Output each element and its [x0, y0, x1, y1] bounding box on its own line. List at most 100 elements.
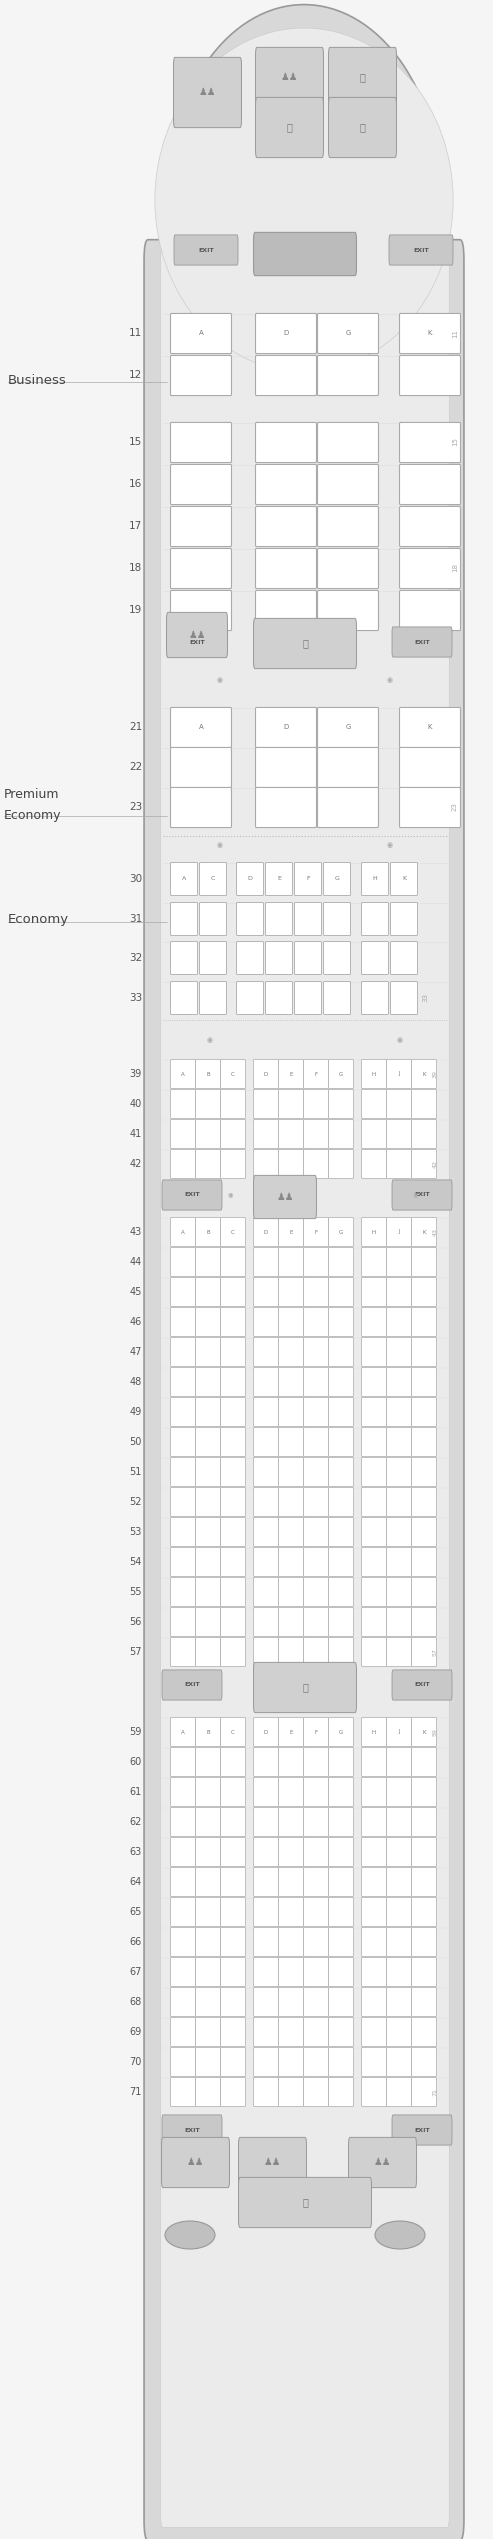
Text: F: F [315, 1229, 317, 1234]
Text: EXIT: EXIT [184, 1193, 200, 1198]
FancyBboxPatch shape [171, 1577, 196, 1607]
Text: ◉: ◉ [217, 678, 223, 683]
FancyBboxPatch shape [412, 1927, 436, 1958]
FancyBboxPatch shape [279, 1546, 304, 1577]
FancyBboxPatch shape [412, 1457, 436, 1485]
FancyBboxPatch shape [328, 1089, 353, 1120]
FancyBboxPatch shape [361, 1150, 387, 1178]
FancyBboxPatch shape [253, 1808, 279, 1836]
FancyBboxPatch shape [361, 983, 388, 1016]
Text: 21: 21 [129, 721, 142, 731]
FancyBboxPatch shape [361, 1546, 387, 1577]
FancyBboxPatch shape [237, 942, 263, 975]
FancyBboxPatch shape [328, 1457, 353, 1485]
Text: H: H [373, 876, 377, 881]
FancyBboxPatch shape [304, 1808, 328, 1836]
FancyBboxPatch shape [220, 2019, 246, 2046]
FancyBboxPatch shape [294, 901, 321, 934]
FancyBboxPatch shape [361, 863, 388, 896]
FancyBboxPatch shape [328, 1150, 353, 1178]
FancyBboxPatch shape [328, 1927, 353, 1958]
Text: C: C [231, 1071, 235, 1077]
Text: 53: 53 [130, 1526, 142, 1536]
FancyBboxPatch shape [361, 942, 388, 975]
FancyBboxPatch shape [196, 2077, 220, 2107]
Text: 🍽: 🍽 [286, 122, 292, 132]
FancyBboxPatch shape [253, 2077, 279, 2107]
FancyBboxPatch shape [279, 1120, 304, 1148]
FancyBboxPatch shape [196, 1457, 220, 1485]
FancyBboxPatch shape [392, 1671, 452, 1701]
FancyBboxPatch shape [171, 592, 232, 630]
FancyBboxPatch shape [328, 1308, 353, 1336]
Text: B: B [206, 1729, 210, 1734]
FancyBboxPatch shape [196, 1338, 220, 1366]
FancyBboxPatch shape [255, 421, 317, 462]
FancyBboxPatch shape [412, 1869, 436, 1897]
FancyBboxPatch shape [361, 1247, 387, 1277]
FancyBboxPatch shape [253, 1457, 279, 1485]
FancyBboxPatch shape [412, 2077, 436, 2107]
FancyBboxPatch shape [171, 465, 232, 505]
FancyBboxPatch shape [390, 901, 418, 934]
FancyBboxPatch shape [220, 1247, 246, 1277]
FancyBboxPatch shape [266, 901, 292, 934]
Text: 19: 19 [129, 604, 142, 614]
FancyBboxPatch shape [361, 1457, 387, 1485]
FancyBboxPatch shape [387, 1219, 412, 1247]
FancyBboxPatch shape [294, 863, 321, 896]
FancyBboxPatch shape [171, 1338, 196, 1366]
FancyBboxPatch shape [200, 983, 226, 1016]
FancyBboxPatch shape [196, 2046, 220, 2077]
Text: EXIT: EXIT [198, 246, 214, 251]
FancyBboxPatch shape [279, 1059, 304, 1089]
Text: Economy: Economy [4, 807, 62, 823]
FancyBboxPatch shape [361, 1607, 387, 1638]
FancyBboxPatch shape [399, 421, 460, 462]
FancyBboxPatch shape [196, 1577, 220, 1607]
Text: A: A [181, 1071, 185, 1077]
Text: F: F [315, 1729, 317, 1734]
Text: 51: 51 [130, 1468, 142, 1478]
Text: 11: 11 [452, 328, 458, 338]
FancyBboxPatch shape [304, 1927, 328, 1958]
FancyBboxPatch shape [253, 1089, 279, 1120]
FancyBboxPatch shape [399, 505, 460, 546]
Text: G: G [339, 1729, 343, 1734]
Text: B: B [206, 1071, 210, 1077]
FancyBboxPatch shape [328, 1059, 353, 1089]
FancyBboxPatch shape [304, 1638, 328, 1666]
FancyBboxPatch shape [304, 1747, 328, 1777]
Text: K: K [428, 724, 432, 731]
Text: ♟♟: ♟♟ [198, 86, 216, 96]
Text: ◉: ◉ [227, 1193, 233, 1198]
FancyBboxPatch shape [279, 1457, 304, 1485]
FancyBboxPatch shape [196, 1716, 220, 1747]
FancyBboxPatch shape [361, 1838, 387, 1866]
FancyBboxPatch shape [162, 1671, 222, 1701]
FancyBboxPatch shape [328, 1869, 353, 1897]
FancyBboxPatch shape [399, 787, 460, 828]
FancyBboxPatch shape [304, 1427, 328, 1457]
FancyBboxPatch shape [412, 1089, 436, 1120]
FancyBboxPatch shape [279, 1277, 304, 1308]
Text: F: F [306, 876, 310, 881]
FancyBboxPatch shape [196, 1396, 220, 1427]
FancyBboxPatch shape [304, 1958, 328, 1985]
FancyBboxPatch shape [294, 983, 321, 1016]
FancyBboxPatch shape [220, 1488, 246, 1516]
FancyBboxPatch shape [162, 2138, 229, 2189]
FancyBboxPatch shape [392, 1181, 452, 1211]
FancyBboxPatch shape [387, 1777, 412, 1808]
FancyBboxPatch shape [253, 2046, 279, 2077]
Text: 39: 39 [432, 1069, 437, 1079]
FancyBboxPatch shape [171, 421, 232, 462]
FancyBboxPatch shape [328, 1958, 353, 1985]
FancyBboxPatch shape [253, 2019, 279, 2046]
Text: ♟♟: ♟♟ [186, 2158, 204, 2166]
FancyBboxPatch shape [412, 1777, 436, 1808]
FancyBboxPatch shape [220, 1308, 246, 1336]
FancyBboxPatch shape [255, 592, 317, 630]
FancyBboxPatch shape [412, 1247, 436, 1277]
FancyBboxPatch shape [317, 505, 379, 546]
